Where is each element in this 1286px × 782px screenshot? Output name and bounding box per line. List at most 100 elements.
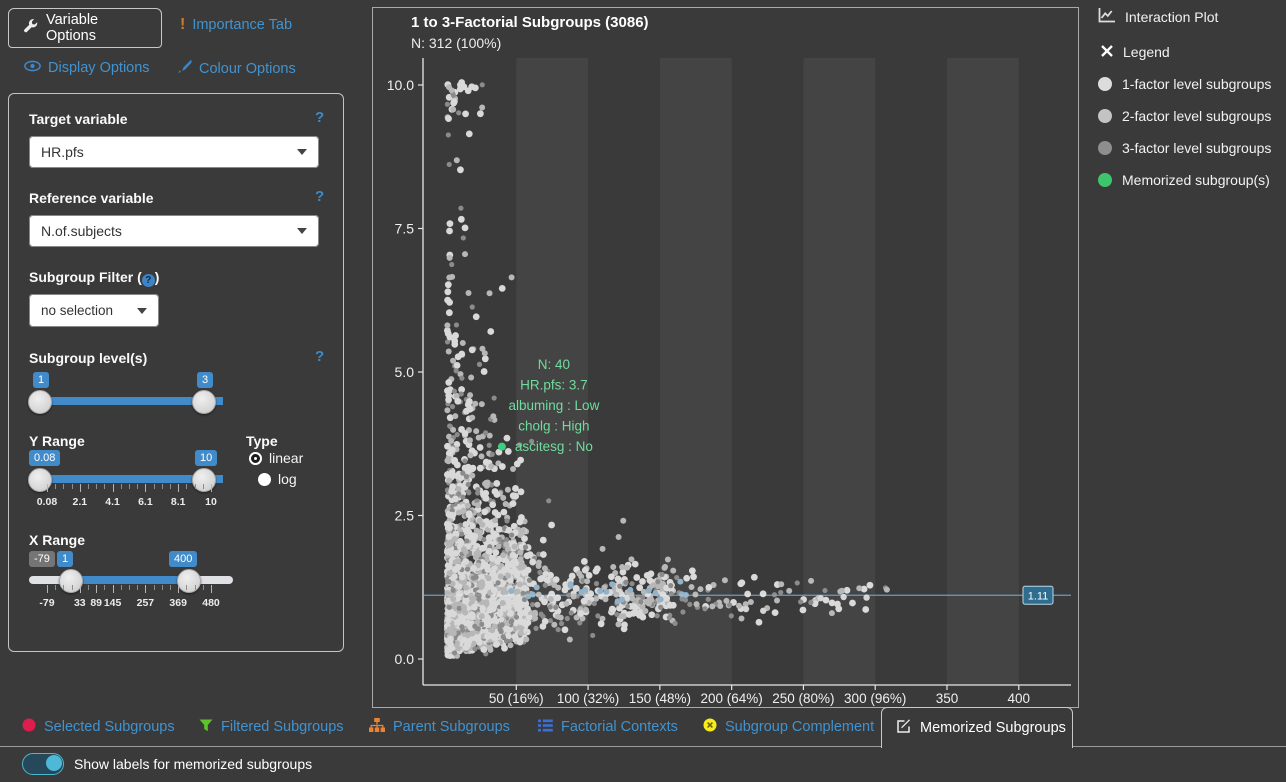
x-tick-label: 300 (96%): [844, 691, 906, 706]
tab-display-options[interactable]: Display Options: [24, 59, 150, 77]
reference-line-badge: [1022, 585, 1054, 605]
grid-minor-tick: [194, 585, 196, 590]
legend-item: Memorized subgroup(s): [1098, 172, 1283, 188]
tab-label: Selected Subgroups: [44, 719, 175, 735]
grid-minor-tick: [194, 484, 196, 489]
grid-minor-tick: [202, 484, 204, 489]
slider-handle[interactable]: [192, 468, 216, 492]
legend: 1-factor level subgroups 2-factor level s…: [1098, 76, 1283, 188]
legend-dot-icon: [1098, 109, 1112, 123]
type-radio-log[interactable]: log: [258, 471, 297, 489]
bottom-tab-parent-subgroups[interactable]: Parent Subgroups: [369, 707, 510, 747]
grid-tick-label: 33: [73, 597, 86, 609]
memorized-point[interactable]: [497, 442, 506, 451]
grid-tick-label: 89: [90, 597, 103, 609]
tab-label: Variable Options: [46, 12, 99, 44]
bottom-tab-factorial-contexts[interactable]: Factorial Contexts: [538, 707, 678, 747]
radio-icon[interactable]: [258, 473, 271, 486]
tab-label: Subgroup Complement: [725, 719, 875, 735]
x-tick-label: 150 (48%): [629, 691, 691, 706]
legend-close-button[interactable]: Legend: [1098, 44, 1283, 60]
grid-tick-label: 10: [205, 496, 217, 508]
reference-line-value: 1.11: [1028, 590, 1049, 602]
bottom-tab-bar: Selected Subgroups Filtered Subgroups Pare…: [0, 707, 1286, 748]
target-variable-select[interactable]: HR.pfs: [29, 136, 319, 168]
tab-label: Colour Options: [199, 60, 296, 77]
background-stripe: [803, 58, 876, 685]
grid-minor-tick: [202, 585, 204, 590]
grid-tick: [112, 585, 114, 593]
slider-from-badge: 0.08: [29, 450, 61, 466]
grid-minor-tick: [161, 585, 163, 590]
help-icon[interactable]: ?: [315, 109, 325, 126]
grid-tick: [178, 484, 180, 492]
help-icon[interactable]: ?: [315, 348, 325, 365]
funnel-icon: [199, 719, 213, 736]
type-radio-linear[interactable]: linear: [249, 450, 303, 468]
memorized-point-label: cholg : High: [518, 419, 589, 434]
slider-to-badge: 400: [169, 551, 198, 567]
x-range-label: X Range: [29, 532, 86, 548]
grid-tick: [47, 484, 48, 492]
memorized-point-label: albuming : Low: [509, 398, 600, 413]
grid-tick-label: 2.1: [72, 496, 88, 508]
list-icon: [538, 719, 553, 736]
legend-item-label: 3-factor level subgroups: [1122, 140, 1272, 156]
type-label: Type: [246, 433, 278, 449]
eye-icon: [24, 59, 41, 77]
wrench-icon: [23, 18, 38, 38]
grid-tick-label: 480: [202, 597, 220, 609]
y-tick-label: 2.5: [395, 508, 415, 524]
grid-minor-tick: [96, 484, 98, 489]
tab-importance[interactable]: ! Importance Tab: [180, 16, 292, 34]
brush-icon: [177, 59, 192, 78]
grid-tick: [112, 484, 114, 492]
reference-variable-label: Reference variable: [29, 190, 154, 206]
chevron-down-icon: [297, 228, 307, 234]
circle-x-icon: [703, 718, 717, 736]
legend-item: 2-factor level subgroups: [1098, 108, 1283, 124]
grid-minor-tick: [88, 484, 89, 489]
chevron-down-icon: [297, 149, 307, 155]
grid-minor-tick: [120, 484, 122, 489]
slider-handle[interactable]: [176, 569, 201, 593]
grid-minor-tick: [71, 484, 73, 489]
subgroup-filter-select[interactable]: no selection: [29, 294, 159, 327]
info-circle-icon[interactable]: ?: [141, 274, 155, 287]
slider-range: [39, 397, 223, 405]
bottom-tab-subgroup-complement[interactable]: Subgroup Complement: [703, 707, 874, 747]
reference-variable-select[interactable]: N.of.subjects: [29, 215, 319, 247]
slider-handle[interactable]: [192, 390, 216, 414]
bottom-tab-selected-subgroups[interactable]: Selected Subgroups: [22, 707, 175, 747]
help-icon[interactable]: ?: [315, 188, 325, 205]
grid-tick-label: 8.1: [170, 496, 186, 508]
show-labels-toggle[interactable]: [22, 753, 64, 775]
bottom-tab-memorized-subgroups[interactable]: Memorized Subgroups: [881, 707, 1073, 748]
grid-minor-tick: [170, 484, 171, 489]
select-value: HR.pfs: [41, 144, 84, 160]
grid-tick-label: 257: [136, 597, 155, 609]
slider-handle[interactable]: [28, 468, 52, 492]
subgroup-levels-slider: 1 3: [28, 370, 233, 414]
slider-handle[interactable]: [28, 390, 52, 414]
tab-variable-options[interactable]: Variable Options: [8, 8, 162, 48]
toggle-label: Show labels for memorized subgroups: [74, 756, 313, 772]
background-stripe: [946, 58, 1019, 685]
radio-icon[interactable]: [249, 452, 262, 465]
interaction-plot-button[interactable]: Interaction Plot: [1098, 8, 1283, 26]
bottom-tab-filtered-subgroups[interactable]: Filtered Subgroups: [199, 707, 344, 747]
scatter-plot-panel: 1 to 3-Factorial Subgroups (3086) N: 312…: [372, 7, 1079, 708]
variable-options-panel: Target variable ? HR.pfs Reference varia…: [8, 93, 344, 652]
grid-tick-label: 4.1: [105, 496, 120, 508]
grid-tick: [79, 484, 81, 492]
chevron-down-icon: [137, 307, 147, 314]
scatter-points[interactable]: [443, 79, 890, 659]
memorized-point-label: HR.pfs: 3.7: [520, 378, 588, 393]
grid-tick: [178, 585, 180, 593]
memorized-point-label: N: 40: [538, 357, 570, 372]
scatter-plot[interactable]: N: 40 HR.pfs: 3.7 albuming : Low cholg : Hi…: [373, 8, 1078, 707]
grid-minor-tick: [129, 585, 130, 590]
tab-colour-options[interactable]: Colour Options: [177, 59, 296, 78]
subgroup-levels-label: Subgroup level(s): [29, 350, 148, 366]
slider-range: [70, 576, 188, 584]
